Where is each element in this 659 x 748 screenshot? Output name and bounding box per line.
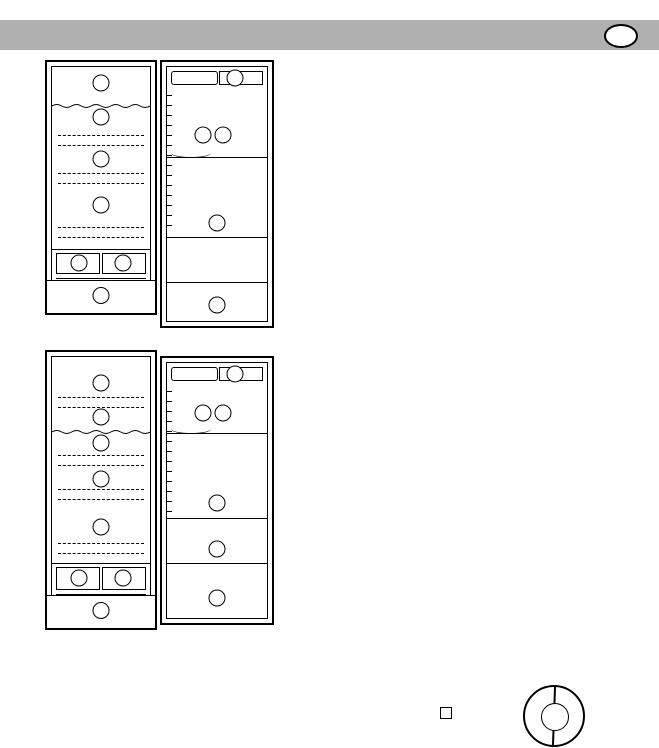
shelf <box>167 157 267 158</box>
label-marker <box>93 435 110 452</box>
label-marker <box>209 495 226 512</box>
diagram-b-top <box>160 60 274 328</box>
label-marker <box>209 297 226 314</box>
shelf <box>167 433 267 434</box>
shelf-line <box>58 397 144 398</box>
label-marker <box>71 255 88 272</box>
shelf-line <box>58 499 144 500</box>
shelf-line <box>58 145 144 146</box>
base-line <box>47 595 155 596</box>
header-bar <box>0 20 659 50</box>
shelf-line <box>58 553 144 554</box>
label-marker <box>93 471 110 488</box>
divider <box>52 249 150 250</box>
diagram-b-top-inner <box>166 66 268 322</box>
shelf-line <box>58 489 144 490</box>
label-marker <box>114 570 131 587</box>
shelf <box>167 282 267 283</box>
divider <box>52 563 150 564</box>
shelf <box>167 237 267 238</box>
label-marker <box>93 109 110 126</box>
shelf-line <box>58 543 144 544</box>
label-marker <box>93 197 110 214</box>
label-marker <box>93 75 110 92</box>
label-marker <box>227 366 244 383</box>
label-marker <box>195 127 212 144</box>
shelf <box>167 563 267 564</box>
shelf-line <box>58 183 144 184</box>
label-marker <box>215 127 232 144</box>
label-marker <box>195 405 212 422</box>
label-marker <box>71 570 88 587</box>
shelf <box>167 518 267 519</box>
label-marker <box>209 590 226 607</box>
top-compartment <box>171 71 218 85</box>
diagram-a-top <box>45 60 157 315</box>
label-marker <box>93 602 110 619</box>
shelf-line <box>58 173 144 174</box>
label-marker <box>209 541 226 558</box>
diagram-a-top-inner <box>51 66 151 281</box>
shelf-line <box>58 455 144 456</box>
square-mark <box>440 707 452 719</box>
shelf-line <box>58 237 144 238</box>
ticks <box>167 379 173 618</box>
top-compartment <box>171 367 218 381</box>
shelf-line <box>58 465 144 466</box>
divider <box>56 278 146 279</box>
diagram-a-bottom-inner <box>51 356 151 596</box>
label-marker <box>215 405 232 422</box>
diagram-a-bottom <box>45 350 157 630</box>
label-marker <box>114 255 131 272</box>
label-marker <box>93 375 110 392</box>
label-marker <box>93 519 110 536</box>
base-line <box>47 280 155 281</box>
thermostat-knob[interactable] <box>523 685 585 747</box>
header-badge-oval <box>604 24 638 48</box>
knob-center <box>541 703 569 731</box>
diagram-b-bottom-inner <box>166 362 268 619</box>
label-marker <box>93 151 110 168</box>
label-marker <box>93 287 110 304</box>
shelf-line <box>58 227 144 228</box>
label-marker <box>209 215 226 232</box>
diagram-b-bottom <box>160 356 274 625</box>
label-marker <box>227 70 244 87</box>
label-marker <box>93 409 110 426</box>
ticks <box>167 83 173 321</box>
shelf-line <box>58 135 144 136</box>
